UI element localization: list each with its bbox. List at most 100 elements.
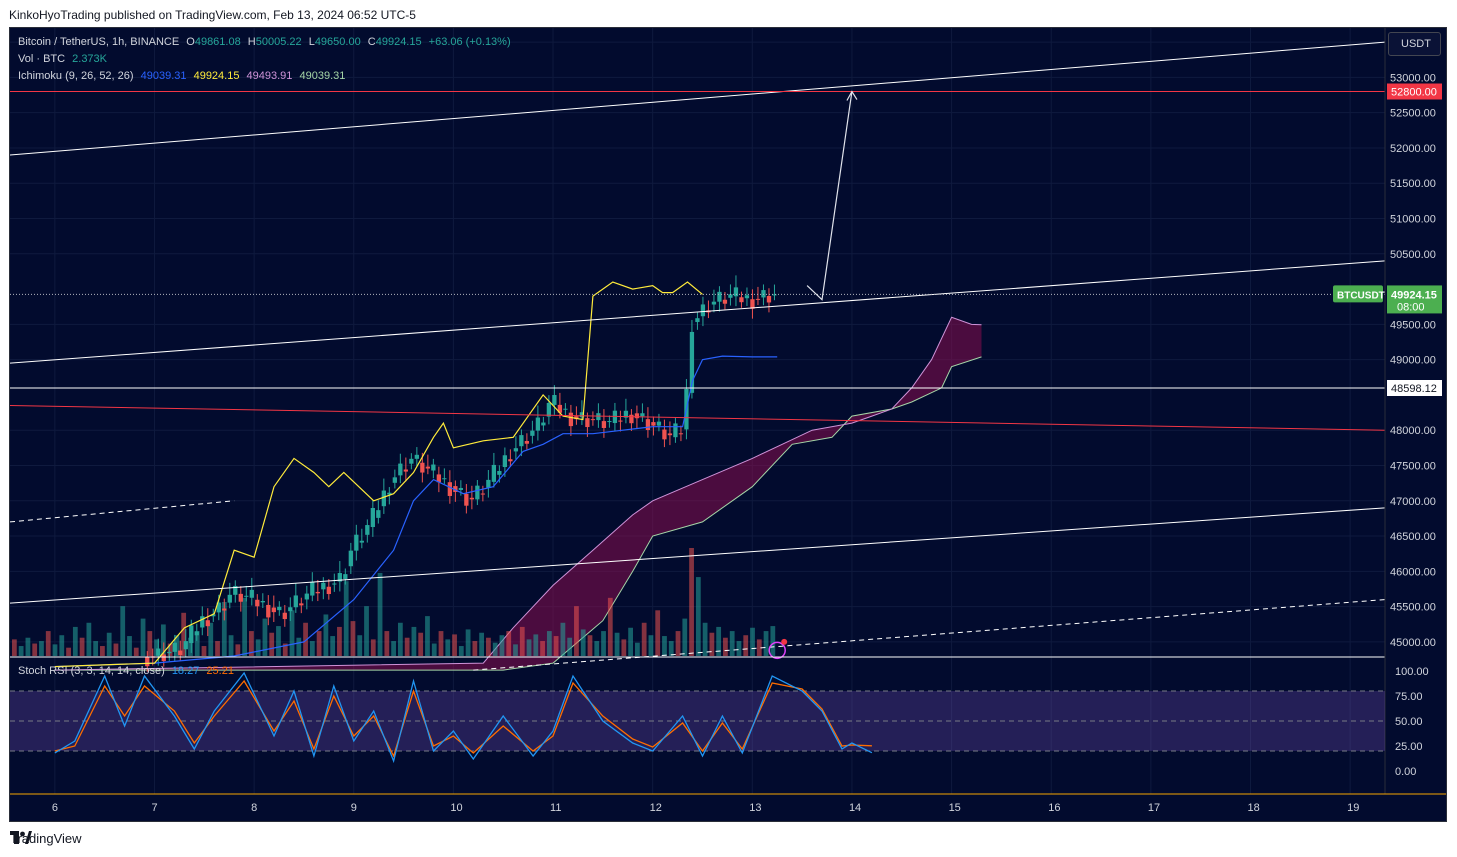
candle-body — [579, 412, 585, 418]
candle-body — [585, 418, 590, 428]
candle-body — [216, 602, 221, 613]
volume-bar — [309, 641, 315, 656]
price-axis-label: 45500.00 — [1390, 602, 1436, 614]
volume-bar — [506, 631, 512, 656]
price-axis-label: 52500.00 — [1390, 108, 1436, 120]
volume-bar — [323, 614, 329, 656]
candle-body — [348, 550, 353, 567]
volume-bar — [418, 632, 424, 656]
volume-bar — [594, 641, 600, 656]
volume-bar — [228, 635, 234, 656]
symbol-tag[interactable] — [1333, 285, 1383, 303]
candle-body — [772, 294, 777, 296]
time-axis-label: 7 — [151, 802, 157, 814]
channel-trendline[interactable] — [10, 260, 1386, 364]
candle-body — [541, 422, 546, 426]
volume-bar — [235, 644, 241, 656]
currency-button[interactable]: USDT — [1388, 32, 1441, 56]
candle-body — [563, 408, 568, 410]
ichimoku-kijun-line — [54, 281, 703, 668]
candle-body — [359, 540, 364, 543]
candle-body — [546, 402, 552, 417]
candle-body — [519, 435, 524, 447]
chart-svg[interactable]: 53500.0053000.0052500.0052000.0051500.00… — [10, 28, 1446, 821]
volume-bar — [201, 646, 207, 656]
volume-bar — [648, 635, 654, 656]
footer-brand[interactable]: TradingView — [10, 831, 82, 846]
candle-body — [414, 454, 419, 459]
symbol-tag-label: BTCUSDT — [1337, 290, 1385, 301]
candle-body — [288, 607, 293, 612]
volume-label[interactable]: Vol · BTC — [18, 53, 66, 65]
candle-body — [431, 464, 436, 471]
candle-countdown-label: 08:00 — [1397, 301, 1425, 313]
volume-bar — [458, 646, 464, 656]
volume-bar — [574, 606, 579, 656]
candle-body — [656, 421, 662, 426]
volume-bar — [93, 641, 99, 656]
volume-bar — [303, 622, 308, 656]
candle-body — [530, 430, 535, 436]
dashed-trendline[interactable] — [10, 500, 235, 523]
volume-bar — [567, 637, 573, 656]
candle-body — [260, 600, 265, 603]
time-axis-label: 16 — [1048, 802, 1060, 814]
price-axis-label: 53000.00 — [1390, 72, 1436, 84]
channel-trendline[interactable] — [10, 507, 1386, 604]
lightning-alert-icon[interactable] — [768, 641, 786, 660]
candle-body — [678, 433, 684, 435]
volume-bar — [695, 577, 701, 656]
candle-body — [211, 614, 216, 617]
candle-body — [700, 304, 706, 317]
volume-bar — [140, 618, 146, 656]
volume-bar — [452, 634, 457, 656]
volume-bar — [689, 548, 694, 656]
candle-body — [266, 604, 271, 618]
volume-bar — [756, 639, 762, 656]
ichimoku-legend: Ichimoku (9, 26, 52, 26) 49039.31 49924.… — [18, 70, 349, 82]
candle-body — [370, 508, 375, 528]
candle-body — [277, 606, 282, 611]
volume-bar — [357, 635, 363, 656]
channel-trendline[interactable] — [10, 41, 1386, 156]
symbol-title[interactable]: Bitcoin / TetherUS, 1h, BINANCE — [18, 36, 180, 48]
stoch-k-value: 18.27 — [171, 665, 200, 677]
ohlc-high-label: H — [247, 36, 256, 48]
candle-body — [403, 469, 408, 472]
volume-bar — [127, 636, 132, 656]
ichimoku-kijun-value: 49924.15 — [193, 70, 240, 82]
chart-frame[interactable]: 53500.0053000.0052500.0052000.0051500.00… — [9, 27, 1447, 822]
price-axis-label: 50500.00 — [1390, 249, 1436, 261]
volume-bar — [397, 622, 403, 656]
time-axis-label: 10 — [450, 802, 462, 814]
volume-bar — [519, 626, 525, 656]
candle-body — [695, 318, 700, 323]
ichimoku-label[interactable]: Ichimoku (9, 26, 52, 26) — [18, 70, 134, 82]
projection-path[interactable] — [806, 91, 853, 301]
volume-bar — [540, 641, 545, 656]
volume-bar — [641, 622, 647, 656]
price-axis-label: 46000.00 — [1390, 566, 1436, 578]
volume-bar — [160, 624, 166, 656]
volume-bar — [702, 622, 708, 656]
candle-body — [464, 493, 469, 506]
volume-bar — [276, 626, 281, 656]
volume-bar — [215, 641, 220, 656]
volume-bar — [486, 637, 491, 656]
candle-body — [387, 492, 392, 495]
stoch-axis-label: 75.00 — [1395, 691, 1423, 703]
candle-body — [607, 421, 612, 423]
candle-body — [233, 585, 238, 595]
price-axis-label: 51000.00 — [1390, 214, 1436, 226]
volume-bar — [465, 629, 471, 656]
candle-body — [689, 331, 695, 393]
red-trendline[interactable] — [10, 405, 1386, 431]
volume-bar — [66, 647, 71, 656]
volume-bar — [391, 641, 396, 656]
time-axis-label: 8 — [251, 802, 257, 814]
candle-body — [293, 595, 298, 608]
candle-body — [343, 574, 348, 579]
stoch-label[interactable]: Stoch RSI (3, 3, 14, 14, close) — [18, 665, 165, 677]
candle-body — [436, 474, 442, 483]
ohlc-close-label: C — [367, 36, 376, 48]
